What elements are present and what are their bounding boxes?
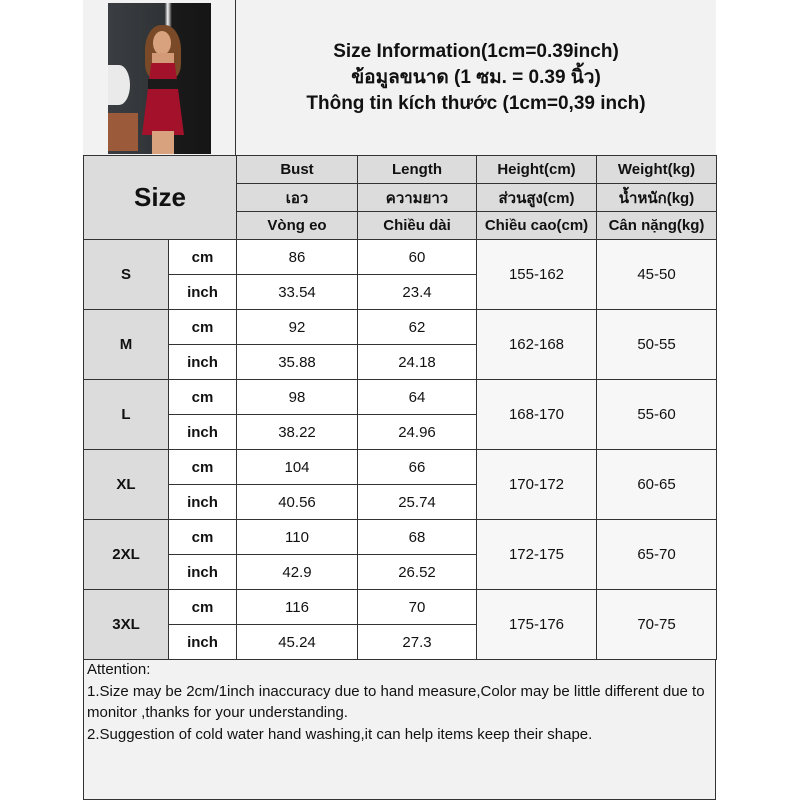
bust-inch: 40.56 (236, 484, 358, 520)
length-inch: 24.96 (357, 414, 477, 450)
bust-cm: 92 (236, 309, 358, 345)
product-photo (108, 3, 211, 154)
bust-cm: 98 (236, 379, 358, 415)
bust-inch: 33.54 (236, 274, 358, 310)
size-header: Size (83, 155, 237, 240)
bust-inch: 45.24 (236, 624, 358, 660)
col-height-th: ส่วนสูง(cm) (476, 183, 597, 212)
size-label: 3XL (83, 589, 169, 660)
notes: Attention: 1.Size may be 2cm/1inch inacc… (87, 659, 712, 745)
height-range: 162-168 (476, 309, 597, 380)
unit-cm: cm (168, 449, 237, 485)
col-weight-vi: Cân nặng(kg) (596, 211, 717, 240)
bust-cm: 104 (236, 449, 358, 485)
unit-inch: inch (168, 274, 237, 310)
col-length-th: ความยาว (357, 183, 477, 212)
weight-range: 45-50 (596, 239, 717, 310)
title-en: Size Information(1cm=0.39inch) (333, 40, 619, 62)
col-weight: Weight(kg) (596, 155, 717, 184)
unit-cm: cm (168, 309, 237, 345)
unit-cm: cm (168, 519, 237, 555)
col-height-vi: Chiều cao(cm) (476, 211, 597, 240)
size-table: Size Bust Length Height(cm) Weight(kg) เ… (83, 155, 717, 660)
size-label: M (83, 309, 169, 380)
photo-cell (83, 0, 236, 155)
length-cm: 60 (357, 239, 477, 275)
weight-range: 50-55 (596, 309, 717, 380)
unit-inch: inch (168, 344, 237, 380)
length-cm: 62 (357, 309, 477, 345)
weight-range: 55-60 (596, 379, 717, 450)
size-row-inch: inch 40.56 25.74 (84, 484, 717, 520)
col-bust: Bust (236, 155, 358, 184)
size-label: L (83, 379, 169, 450)
col-length-vi: Chiều dài (357, 211, 477, 240)
size-row-cm: XL cm 104 66 170-172 60-65 (83, 449, 717, 520)
bust-inch: 38.22 (236, 414, 358, 450)
size-row-inch: inch 45.24 27.3 (84, 624, 717, 660)
col-bust-th: เอว (236, 183, 358, 212)
notes-heading: Attention: (87, 661, 151, 678)
height-range: 168-170 (476, 379, 597, 450)
unit-cm: cm (168, 589, 237, 625)
unit-inch: inch (168, 554, 237, 590)
title-block: Size Information(1cm=0.39inch) ข้อมูลขนา… (236, 0, 716, 155)
bust-inch: 35.88 (236, 344, 358, 380)
length-cm: 64 (357, 379, 477, 415)
length-cm: 66 (357, 449, 477, 485)
bust-cm: 86 (236, 239, 358, 275)
length-inch: 24.18 (357, 344, 477, 380)
height-range: 172-175 (476, 519, 597, 590)
length-cm: 70 (357, 589, 477, 625)
weight-range: 65-70 (596, 519, 717, 590)
size-label: 2XL (83, 519, 169, 590)
header-row-vi: Vòng eo Chiều dài Chiều cao(cm) Cân nặng… (84, 211, 717, 240)
size-label: S (83, 239, 169, 310)
unit-cm: cm (168, 239, 237, 275)
height-range: 175-176 (476, 589, 597, 660)
size-row-cm: 3XL cm 116 70 175-176 70-75 (83, 589, 717, 660)
col-weight-th: น้ำหนัก(kg) (596, 183, 717, 212)
size-row-inch: inch 38.22 24.96 (84, 414, 717, 450)
title-vi: Thông tin kích thước (1cm=0,39 inch) (306, 92, 646, 114)
size-label: XL (83, 449, 169, 520)
note-2: 2.Suggestion of cold water hand washing,… (87, 725, 593, 743)
bust-inch: 42.9 (236, 554, 358, 590)
title-th: ข้อมูลขนาด (1 ซม. = 0.39 นิ้ว) (351, 66, 601, 88)
unit-inch: inch (168, 414, 237, 450)
size-row-cm: 2XL cm 110 68 172-175 65-70 (83, 519, 717, 590)
size-row-inch: inch 42.9 26.52 (84, 554, 717, 590)
weight-range: 60-65 (596, 449, 717, 520)
bust-cm: 116 (236, 589, 358, 625)
size-row-inch: inch 33.54 23.4 (84, 274, 717, 310)
unit-inch: inch (168, 484, 237, 520)
unit-cm: cm (168, 379, 237, 415)
col-height: Height(cm) (476, 155, 597, 184)
weight-range: 70-75 (596, 589, 717, 660)
length-inch: 26.52 (357, 554, 477, 590)
col-bust-vi: Vòng eo (236, 211, 358, 240)
header-row-th: เอว ความยาว ส่วนสูง(cm) น้ำหนัก(kg) (84, 183, 717, 212)
unit-inch: inch (168, 624, 237, 660)
length-cm: 68 (357, 519, 477, 555)
length-inch: 25.74 (357, 484, 477, 520)
height-range: 170-172 (476, 449, 597, 520)
note-1: 1.Size may be 2cm/1inch inaccuracy due t… (87, 682, 705, 722)
header-area: Size Information(1cm=0.39inch) ข้อมูลขนา… (83, 0, 716, 155)
length-inch: 27.3 (357, 624, 477, 660)
header-row-en: Size Bust Length Height(cm) Weight(kg) (83, 155, 717, 240)
col-length: Length (357, 155, 477, 184)
length-inch: 23.4 (357, 274, 477, 310)
size-row-inch: inch 35.88 24.18 (84, 344, 717, 380)
bust-cm: 110 (236, 519, 358, 555)
height-range: 155-162 (476, 239, 597, 310)
